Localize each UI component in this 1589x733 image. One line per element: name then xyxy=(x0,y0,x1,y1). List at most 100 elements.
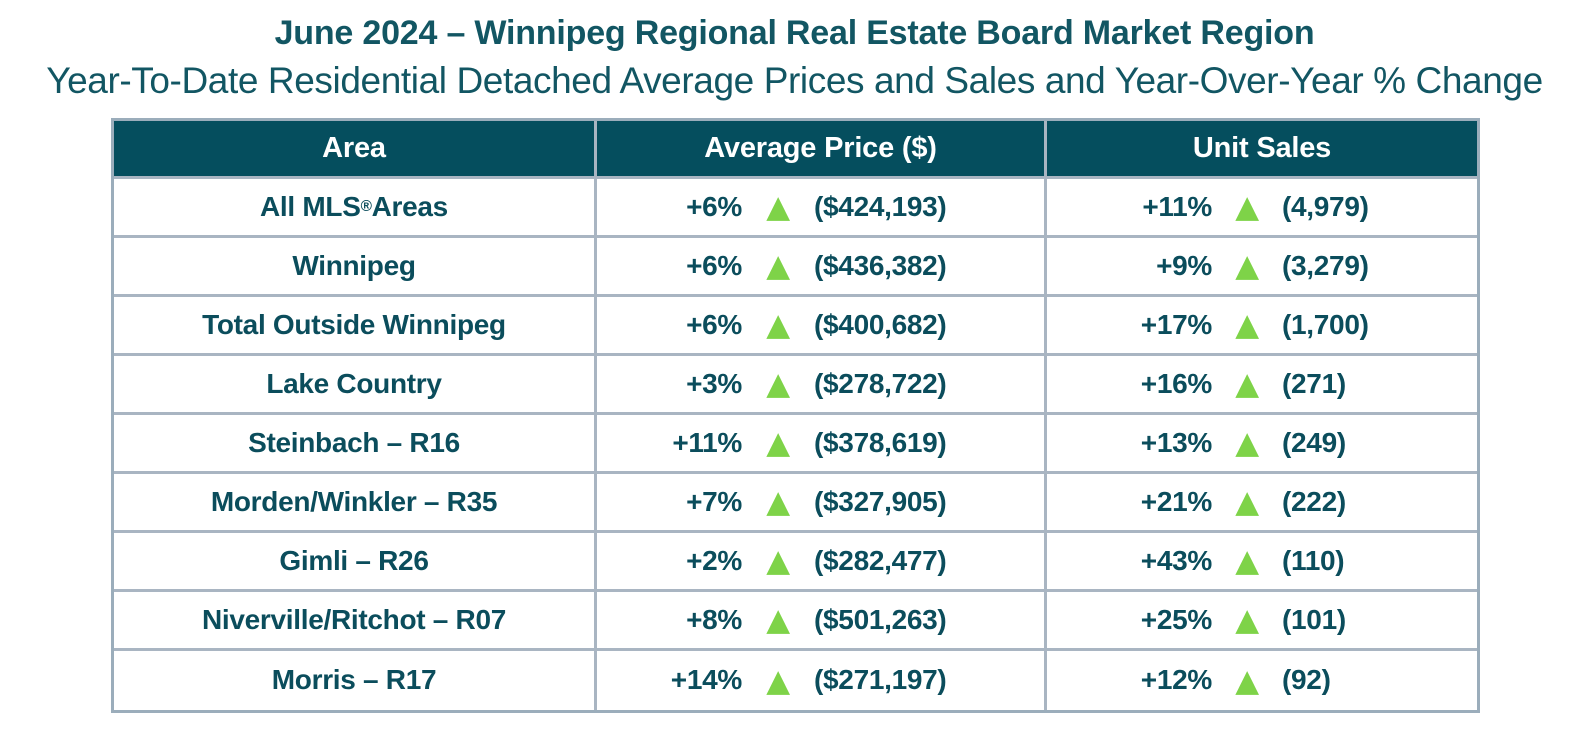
market-region-table: Area Average Price ($) Unit Sales All ML… xyxy=(111,117,1480,713)
sales-value: (222) xyxy=(1282,485,1346,517)
area-name: Gimli – R26 xyxy=(279,544,429,576)
price-pct-change: +14% xyxy=(670,664,743,696)
up-arrow-icon: ▲ xyxy=(1235,248,1259,285)
price-pct-change: +11% xyxy=(672,426,742,458)
up-arrow-icon: ▲ xyxy=(1235,543,1259,580)
area-cell: Total Outside Winnipeg xyxy=(114,296,597,353)
area-name: Morris – R17 xyxy=(271,664,437,696)
area-name: Lake Country xyxy=(266,367,442,399)
price-pct-change: +6% xyxy=(686,308,742,340)
up-arrow-icon: ▲ xyxy=(1235,484,1259,521)
sales-pct-change: +11% xyxy=(1142,190,1212,222)
up-arrow-icon: ▲ xyxy=(766,602,790,639)
up-arrow-icon: ▲ xyxy=(766,543,790,580)
price-pct-change: +6% xyxy=(686,190,742,222)
sales-pct-change: +25% xyxy=(1140,603,1213,635)
column-header-area: Area xyxy=(114,120,597,176)
price-value: ($282,477) xyxy=(814,544,947,576)
column-header-unit-sales: Unit Sales xyxy=(1192,131,1332,164)
sales-value: (1,700) xyxy=(1282,308,1369,340)
avg-price-cell: +6% ▲ ($436,382) xyxy=(597,237,1047,294)
page-subtitle: Year-To-Date Residential Detached Averag… xyxy=(46,59,1543,101)
column-header-average-price: Average Price ($) xyxy=(597,120,1047,176)
sales-pct-change: +16% xyxy=(1140,367,1213,399)
up-arrow-icon: ▲ xyxy=(766,484,790,521)
area-cell: All MLS ® Areas xyxy=(114,178,597,235)
price-pct-change: +3% xyxy=(686,367,742,399)
table-row: All MLS ® Areas +6% ▲ ($424,193) +11% ▲ (… xyxy=(114,178,1477,238)
price-value: ($436,382) xyxy=(814,249,947,281)
area-cell: Gimli – R26 xyxy=(114,532,597,589)
up-arrow-icon: ▲ xyxy=(1235,662,1259,699)
sales-value: (4,979) xyxy=(1282,190,1369,222)
up-arrow-icon: ▲ xyxy=(766,248,790,285)
area-cell: Steinbach – R16 xyxy=(114,414,597,471)
price-value: ($501,263) xyxy=(814,603,947,635)
unit-sales-cell: +11% ▲ (4,979) xyxy=(1047,179,1477,235)
unit-sales-cell: +25% ▲ (101) xyxy=(1047,592,1477,648)
avg-price-cell: +3% ▲ ($278,722) xyxy=(597,355,1047,412)
up-arrow-icon: ▲ xyxy=(766,662,790,699)
area-name: Niverville/Ritchot – R07 xyxy=(201,603,507,635)
price-value: ($400,682) xyxy=(814,308,947,340)
table-row: Total Outside Winnipeg +6% ▲ ($400,682) … xyxy=(114,296,1477,356)
unit-sales-cell: +12% ▲ (92) xyxy=(1047,651,1477,710)
unit-sales-cell: +21% ▲ (222) xyxy=(1047,474,1477,530)
page-title: June 2024 – Winnipeg Regional Real Estat… xyxy=(274,14,1315,52)
area-cell: Winnipeg xyxy=(114,237,597,294)
sales-pct-change: +13% xyxy=(1140,426,1213,458)
area-cell: Niverville/Ritchot – R07 xyxy=(114,591,597,648)
table-row: Steinbach – R16 +11% ▲ ($378,619) +13% ▲… xyxy=(114,414,1477,474)
sales-pct-change: +9% xyxy=(1156,249,1212,281)
avg-price-cell: +6% ▲ ($400,682) xyxy=(597,296,1047,353)
area-name: Winnipeg xyxy=(292,249,416,281)
price-pct-change: +7% xyxy=(686,485,742,517)
table-row: Morris – R17 +14% ▲ ($271,197) +12% ▲ (9… xyxy=(114,650,1477,710)
unit-sales-cell: +17% ▲ (1,700) xyxy=(1047,297,1477,353)
area-name: Morden/Winkler – R35 xyxy=(210,485,498,517)
unit-sales-cell: +13% ▲ (249) xyxy=(1047,415,1477,471)
sales-value: (110) xyxy=(1282,544,1345,576)
price-value: ($424,193) xyxy=(814,190,947,222)
price-value: ($271,197) xyxy=(814,664,947,696)
area-cell: Lake Country xyxy=(114,355,597,412)
price-value: ($327,905) xyxy=(814,485,947,517)
avg-price-cell: +8% ▲ ($501,263) xyxy=(597,591,1047,648)
unit-sales-cell: +43% ▲ (110) xyxy=(1047,533,1477,589)
up-arrow-icon: ▲ xyxy=(1235,307,1259,344)
price-pct-change: +6% xyxy=(686,249,742,281)
sales-pct-change: +43% xyxy=(1140,544,1213,576)
area-cell: Morden/Winkler – R35 xyxy=(114,473,597,530)
sales-value: (92) xyxy=(1282,664,1331,696)
price-pct-change: +8% xyxy=(686,603,742,635)
avg-price-cell: +7% ▲ ($327,905) xyxy=(597,473,1047,530)
up-arrow-icon: ▲ xyxy=(766,425,790,462)
sales-value: (249) xyxy=(1282,426,1346,458)
up-arrow-icon: ▲ xyxy=(1235,366,1259,403)
price-value: ($378,619) xyxy=(814,426,947,458)
up-arrow-icon: ▲ xyxy=(766,189,790,226)
sales-pct-change: +17% xyxy=(1140,308,1213,340)
area-name: Steinbach – R16 xyxy=(248,426,460,458)
area-name: Total Outside Winnipeg xyxy=(202,308,506,340)
up-arrow-icon: ▲ xyxy=(1235,189,1259,226)
table-row: Niverville/Ritchot – R07 +8% ▲ ($501,263… xyxy=(114,591,1477,651)
sales-value: (3,279) xyxy=(1282,249,1369,281)
avg-price-cell: +6% ▲ ($424,193) xyxy=(597,178,1047,235)
area-name-suffix: Areas xyxy=(371,190,449,222)
up-arrow-icon: ▲ xyxy=(766,366,790,403)
avg-price-cell: +11% ▲ ($378,619) xyxy=(597,414,1047,471)
table-row: Lake Country +3% ▲ ($278,722) +16% ▲ (27… xyxy=(114,355,1477,415)
sales-value: (101) xyxy=(1282,603,1346,635)
price-pct-change: +2% xyxy=(686,544,742,576)
unit-sales-cell: +16% ▲ (271) xyxy=(1047,356,1477,412)
table-header-row: Area Average Price ($) Unit Sales xyxy=(114,120,1477,179)
avg-price-cell: +2% ▲ ($282,477) xyxy=(597,532,1047,589)
table-row: Gimli – R26 +2% ▲ ($282,477) +43% ▲ (110… xyxy=(114,532,1477,592)
area-name: All MLS xyxy=(260,190,361,222)
table-row: Winnipeg +6% ▲ ($436,382) +9% ▲ (3,279) xyxy=(114,237,1477,297)
table-row: Morden/Winkler – R35 +7% ▲ ($327,905) +2… xyxy=(114,473,1477,533)
up-arrow-icon: ▲ xyxy=(1235,425,1259,462)
unit-sales-cell: +9% ▲ (3,279) xyxy=(1047,238,1477,294)
sales-value: (271) xyxy=(1282,367,1346,399)
